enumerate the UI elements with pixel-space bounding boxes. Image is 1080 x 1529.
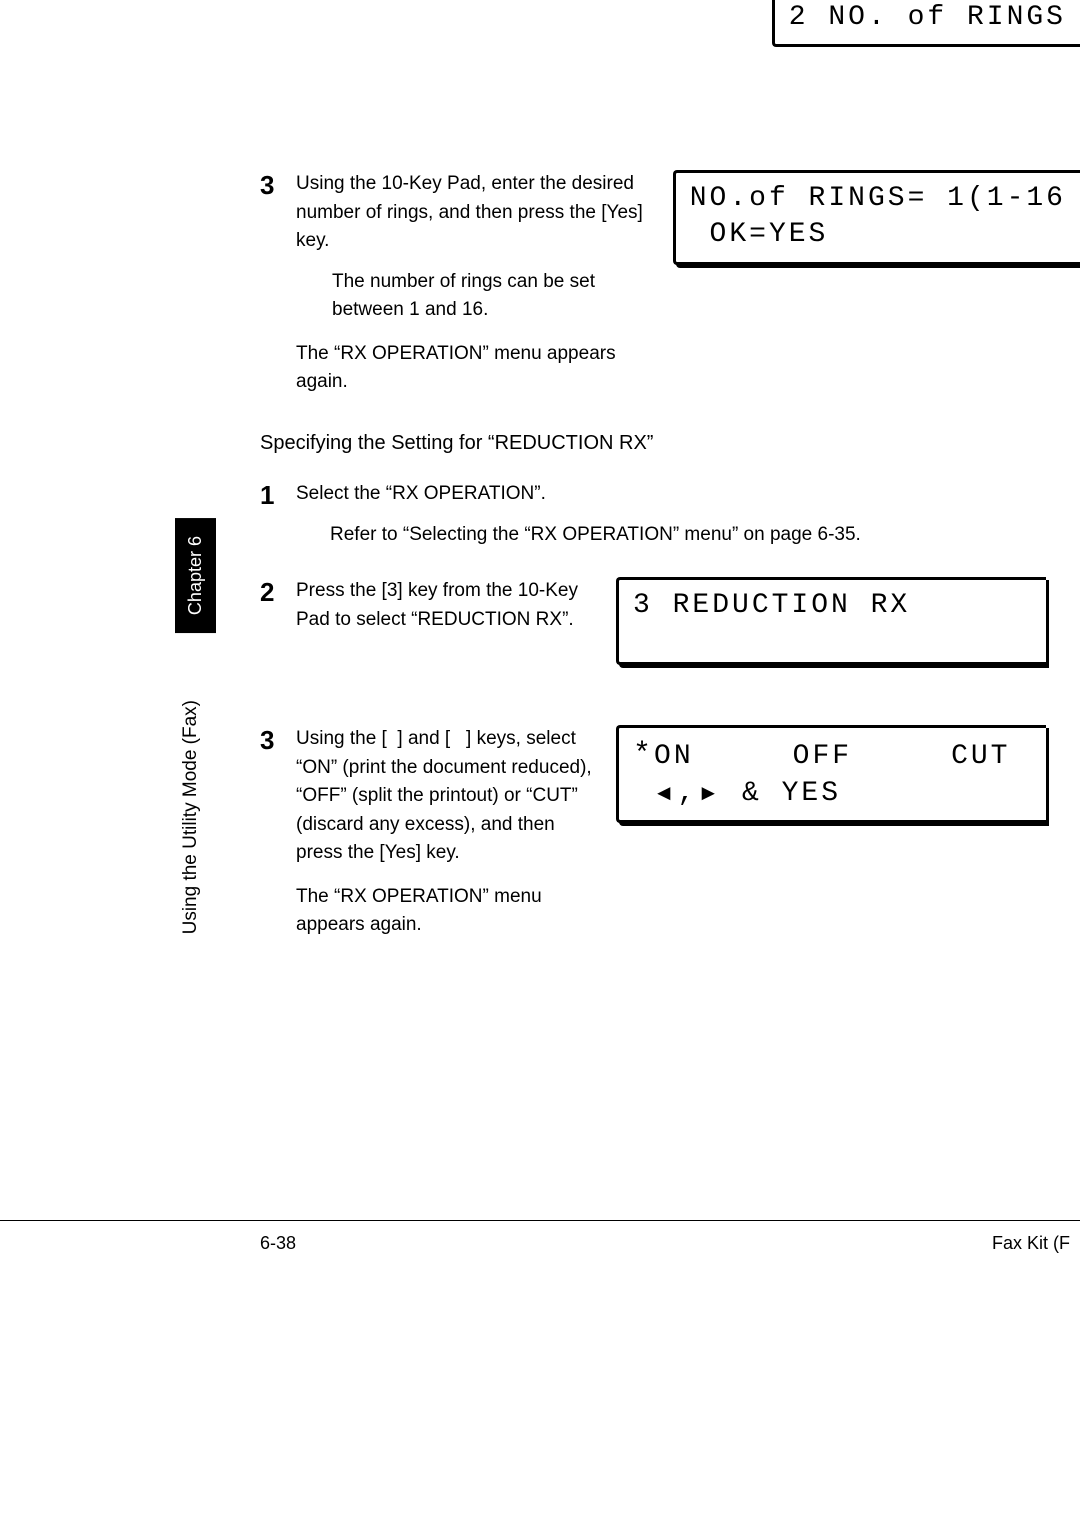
lcd-text: 2 NO. of RINGS bbox=[789, 2, 1066, 33]
step-follow-text: The “RX OPERATION” menu appears again. bbox=[296, 883, 596, 940]
footer-right-text: Fax Kit (F bbox=[992, 1233, 1080, 1254]
step-text: Press the [3] key from the 10-Key Pad to… bbox=[296, 577, 596, 634]
section-heading: Specifying the Setting for “REDUCTION RX… bbox=[0, 432, 1080, 455]
step-number: 3 bbox=[260, 170, 296, 201]
left-arrow-icon: ◄ bbox=[653, 780, 678, 805]
lcd-display-no-rings: 2 NO. of RINGS bbox=[772, 0, 1080, 47]
sidebar-title: Using the Utility Mode (Fax) bbox=[180, 700, 202, 934]
lcd-display-reduction: 3 REDUCTION RX bbox=[616, 577, 1046, 665]
lcd-yes: & YES bbox=[722, 778, 841, 809]
step-number: 3 bbox=[260, 725, 296, 756]
step-text: Using the [ ] and [ ] keys, select “ON” … bbox=[296, 725, 596, 868]
lcd-display-rings-entry: NO.of RINGS= 1(1-16 OK=YES bbox=[673, 170, 1080, 265]
lcd-cut: CUT bbox=[951, 741, 1010, 772]
sidebar-title-text: Using the Utility Mode (Fax) bbox=[180, 700, 201, 934]
step-text: Select the “RX OPERATION”. bbox=[296, 480, 1060, 509]
step-follow-text: The “RX OPERATION” menu appears again. bbox=[296, 340, 653, 397]
page-number: 6-38 bbox=[260, 1233, 296, 1254]
lcd-text: 3 REDUCTION RX bbox=[633, 590, 910, 621]
lcd-line2: OK=YES bbox=[690, 219, 829, 250]
selected-marker-icon: * bbox=[633, 738, 654, 772]
step-text: Using the 10-Key Pad, enter the desired … bbox=[296, 170, 653, 256]
step-1-sub: Refer to “Selecting the “RX OPERATION” m… bbox=[0, 521, 1080, 550]
step-3a: 3 Using the 10-Key Pad, enter the desire… bbox=[0, 170, 1080, 397]
page-footer: 6-38 Fax Kit (F bbox=[0, 1220, 1080, 1254]
step-3b: 3 Using the [ ] and [ ] keys, select “ON… bbox=[0, 725, 1080, 940]
sidebar-chapter-tab: Chapter 6 bbox=[175, 518, 216, 633]
step-number: 1 bbox=[260, 480, 296, 511]
lcd-off: OFF bbox=[793, 741, 852, 772]
step-1: 1 Select the “RX OPERATION”. bbox=[0, 480, 1080, 511]
right-arrow-icon: ► bbox=[697, 780, 722, 805]
step-sub-text: Refer to “Selecting the “RX OPERATION” m… bbox=[330, 524, 861, 545]
step-number: 2 bbox=[260, 577, 296, 608]
chapter-label: Chapter 6 bbox=[185, 536, 205, 615]
lcd-on: ON bbox=[654, 741, 694, 772]
heading-text: Specifying the Setting for “REDUCTION RX… bbox=[260, 432, 653, 454]
lcd-display-onoff: *ON OFF CUT ◄,► & YES bbox=[616, 725, 1046, 823]
step-sub-text: The number of rings can be set between 1… bbox=[332, 268, 653, 325]
step-2: 2 Press the [3] key from the 10-Key Pad … bbox=[0, 577, 1080, 665]
lcd-line1: NO.of RINGS= 1(1-16 bbox=[690, 183, 1066, 214]
